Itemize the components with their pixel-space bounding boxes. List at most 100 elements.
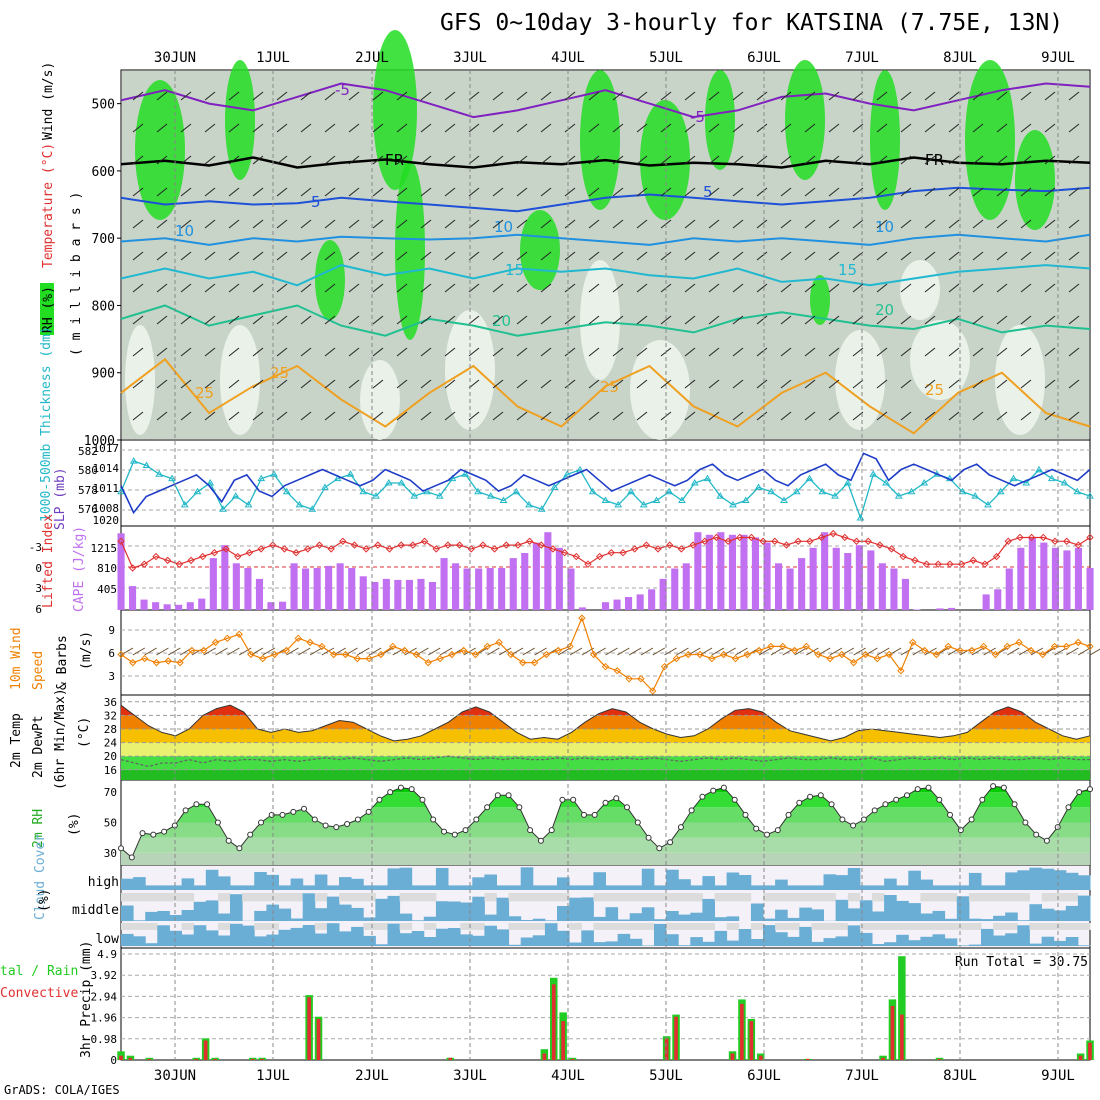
wind-barb <box>708 219 720 229</box>
rh-point <box>397 784 404 791</box>
cloud-cell <box>678 945 691 946</box>
li-point <box>350 541 359 549</box>
wind10-barb <box>1007 647 1020 656</box>
wind10-point <box>932 650 941 659</box>
wind-barb <box>348 315 360 325</box>
li-point <box>817 533 826 542</box>
rh-point <box>925 784 932 791</box>
wind-barb <box>372 315 384 325</box>
wind-barb <box>1044 219 1056 229</box>
wind-barb <box>876 219 888 229</box>
wind-barb <box>828 187 840 197</box>
li-point <box>595 552 604 561</box>
cloud-cell <box>787 885 800 890</box>
wind-barb <box>1044 347 1056 357</box>
cloud-cell <box>859 885 873 890</box>
cloud-cell <box>472 877 485 890</box>
wind-barb <box>732 315 744 325</box>
wind10-barb <box>794 647 807 656</box>
thickness-point <box>614 500 623 508</box>
li-point <box>747 533 756 542</box>
cape-bar <box>509 558 517 610</box>
cape-bar <box>1028 537 1036 610</box>
cloud-cell <box>387 923 401 946</box>
wind-barb <box>324 251 336 261</box>
wind-barb <box>420 219 432 229</box>
wind-barb <box>876 347 888 357</box>
wind10-point <box>743 650 752 659</box>
ua-label-wind: Wind (m/s) <box>41 62 56 140</box>
cape-bar <box>371 582 379 610</box>
precip-conv-bar <box>740 1003 744 1060</box>
isotherm-3 <box>120 233 1091 246</box>
li-point <box>829 529 837 538</box>
li-point <box>175 560 184 568</box>
wind10-point <box>459 646 468 655</box>
cloud-cell <box>787 917 800 921</box>
wind10-barb <box>640 647 654 656</box>
wind-barb <box>444 187 456 197</box>
thick-tick-2: 578 <box>78 484 98 497</box>
wind-barb <box>492 411 504 421</box>
cloud-cell-grey <box>932 893 946 902</box>
wind-barb <box>756 219 768 229</box>
wind-barb <box>132 379 144 389</box>
li-point <box>467 545 475 553</box>
wind-barb <box>300 411 312 421</box>
cloud-cell <box>387 868 401 890</box>
wind10-point <box>519 658 527 667</box>
thickness-point <box>550 483 559 490</box>
wind-barb <box>252 283 264 293</box>
cape-bar <box>809 547 817 610</box>
wind-barb <box>180 347 192 357</box>
cloud-cell-grey <box>690 923 703 930</box>
wind-barb <box>468 411 480 421</box>
wind-barb <box>180 155 192 165</box>
wind-barb <box>204 411 216 421</box>
rh-tick-1: 50 <box>104 817 117 830</box>
date-label-top-6: 6JUL <box>747 50 781 66</box>
thickness-point <box>193 487 202 495</box>
wind-barb <box>204 315 216 325</box>
cape-bar <box>578 607 586 610</box>
cloud-cell <box>702 898 715 921</box>
cloud-cell <box>1017 870 1030 890</box>
wind-barb <box>156 155 168 165</box>
wind10-line <box>120 616 1091 693</box>
cloud-cell-grey <box>666 923 679 930</box>
date-label-bottom-8: 8JUL <box>943 1068 977 1084</box>
li-point <box>152 552 160 561</box>
rh-point <box>645 834 652 841</box>
cape-bar <box>901 578 909 610</box>
wind10-point <box>920 646 929 655</box>
wind10-point <box>1003 642 1011 651</box>
wind-barb <box>132 411 144 421</box>
wind-barb <box>804 251 816 261</box>
wind10-point <box>1086 642 1094 651</box>
thickness-point <box>142 461 151 468</box>
li-point <box>525 537 534 545</box>
wind-barb <box>588 155 600 165</box>
wind-barb <box>468 187 480 197</box>
isotherm-4 <box>120 264 1091 287</box>
rh-point <box>677 824 684 831</box>
rh-tick-0: 70 <box>104 786 117 799</box>
rh-point <box>1022 819 1029 826</box>
wind-barb <box>636 155 648 165</box>
wind10-point <box>1062 642 1071 651</box>
rh-point <box>710 787 717 794</box>
cloud-cell <box>1041 936 1055 946</box>
wind-barb <box>924 283 936 293</box>
cloud-cell <box>254 936 267 946</box>
precip-conv-bar <box>890 1005 895 1060</box>
wind10-point <box>436 654 444 663</box>
li-point <box>490 545 499 553</box>
wind10-barb <box>924 647 937 656</box>
wind-barb <box>924 315 936 325</box>
wind-barb <box>852 219 864 229</box>
cloud-cell <box>448 928 461 946</box>
wind-barb <box>1020 379 1032 389</box>
cape-bar <box>463 568 471 610</box>
wind10-point <box>329 650 338 659</box>
wind-barb <box>828 251 840 261</box>
